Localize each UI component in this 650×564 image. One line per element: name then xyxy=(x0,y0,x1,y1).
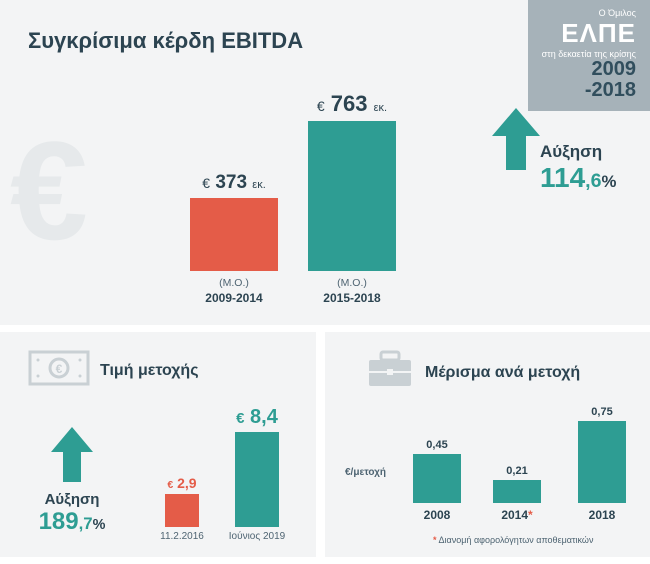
dividend-footnote: * Διανομή αφορολόγητων αποθεματικών xyxy=(433,535,593,545)
bar-column: € 763 εκ. (M.O.) 2015-2018 xyxy=(308,91,396,305)
bar-column: € 2,9 11.2.2016 xyxy=(155,475,209,542)
banknote-icon: € xyxy=(0,350,90,391)
share-price-panel: € Τιμή μετοχής Αύξηση 189,7% € 2,9 11.2.2… xyxy=(0,332,316,557)
increase-value: 189,7% xyxy=(22,508,122,536)
page-title: Συγκρίσιμα κέρδη EBITDA xyxy=(28,28,303,54)
bar-column: 0,21 2014* xyxy=(493,465,541,522)
increase-label: Αύξηση xyxy=(540,142,616,162)
logo-name: ΕΛΠΕ xyxy=(542,18,636,49)
axis-label: €/μετοχή xyxy=(345,467,386,478)
euro-background-icon: € xyxy=(10,110,88,272)
bar xyxy=(413,454,461,503)
bar-period: 2009-2014 xyxy=(190,291,278,305)
bar xyxy=(235,432,279,527)
logo-year-1: 2009 xyxy=(542,59,636,80)
bar-value: € 8,4 xyxy=(225,406,289,429)
bar xyxy=(165,494,199,527)
bar-value: 0,21 xyxy=(493,465,541,477)
bar-value: 0,75 xyxy=(578,406,626,418)
bar-year: 2008 xyxy=(413,508,461,522)
arrow-up-icon xyxy=(22,427,122,487)
bar-year: 2018 xyxy=(578,508,626,522)
bar-column: € 8,4 Ιούνιος 2019 xyxy=(225,406,289,542)
bar-column: € 373 εκ. (M.O.) 2009-2014 xyxy=(190,172,278,305)
bar-date: Ιούνιος 2019 xyxy=(225,531,289,542)
bar-year: 2014* xyxy=(493,508,541,522)
bar-value: € 373 εκ. xyxy=(190,172,278,194)
briefcase-icon xyxy=(325,350,415,395)
bar-column: 0,75 2018 xyxy=(578,406,626,522)
arrow-up-icon xyxy=(492,108,540,170)
svg-text:€: € xyxy=(56,362,63,376)
increase-label: Αύξηση xyxy=(22,491,122,508)
bar-note: (M.O.) xyxy=(190,277,278,289)
ebitda-bars: € 373 εκ.(M.O.)2009-2014€ 763 εκ.(M.O.)2… xyxy=(190,105,410,305)
bar-date: 11.2.2016 xyxy=(155,531,209,542)
logo-year-2: -2018 xyxy=(542,80,636,101)
dividend-panel: Μέρισμα ανά μετοχή €/μετοχή 0,45 2008 0,21… xyxy=(325,332,650,557)
bar xyxy=(493,480,541,503)
increase-value: 114,6% xyxy=(540,162,616,194)
logo-overline: Ο Όμιλος xyxy=(542,8,636,18)
bar-column: 0,45 2008 xyxy=(413,439,461,522)
bar xyxy=(190,198,278,271)
share-price-title: Τιμή μετοχής xyxy=(100,362,199,380)
bar-period: 2015-2018 xyxy=(308,291,396,305)
dividend-title: Μέρισμα ανά μετοχή xyxy=(425,364,580,382)
bar xyxy=(308,121,396,271)
ebitda-panel: Συγκρίσιμα κέρδη EBITDA Ο Όμιλος ΕΛΠΕ στ… xyxy=(0,0,650,325)
bar-value: 0,45 xyxy=(413,439,461,451)
bar-note: (M.O.) xyxy=(308,277,396,289)
share-price-bars: € 2,9 11.2.2016 € 8,4 Ιούνιος 2019 xyxy=(150,402,300,542)
logo-box: Ο Όμιλος ΕΛΠΕ στη δεκαετία της κρίσης 20… xyxy=(528,0,650,111)
bar-value: € 763 εκ. xyxy=(308,91,396,117)
share-price-increase: Αύξηση 189,7% xyxy=(22,427,122,536)
dividend-bars: 0,45 2008 0,21 2014* 0,75 2018 xyxy=(413,402,643,522)
bar-value: € 2,9 xyxy=(155,475,209,491)
bar xyxy=(578,421,626,503)
